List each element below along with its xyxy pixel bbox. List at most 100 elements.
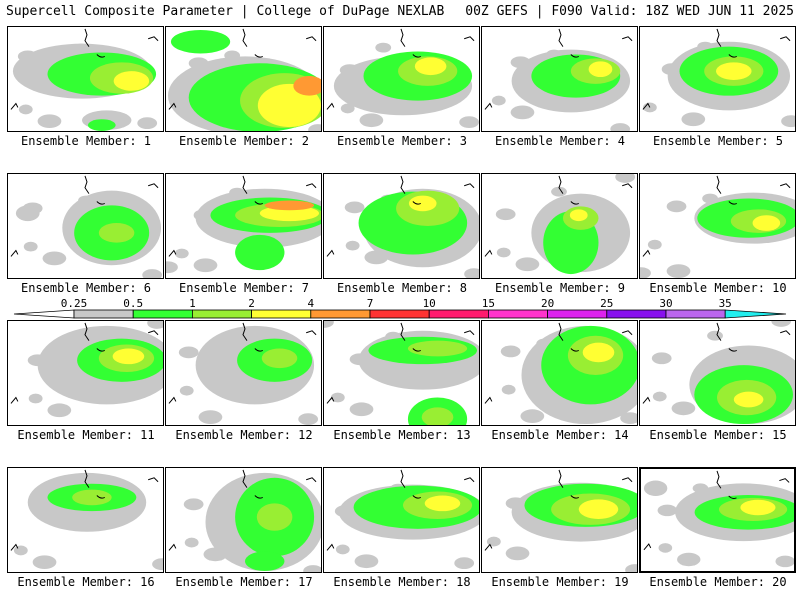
ensemble-panel-13[interactable] <box>323 320 480 426</box>
colorbar-tick-label: 1 <box>189 297 196 310</box>
scp-contour-fill <box>23 241 38 252</box>
map-boundary-line <box>622 477 633 483</box>
scp-field-map <box>168 322 319 425</box>
map-boundary-line <box>716 175 722 194</box>
map-boundary-line <box>306 477 317 483</box>
ensemble-panel-17[interactable] <box>165 467 322 573</box>
map-boundary-line <box>10 249 19 257</box>
colorbar-tick-label: 20 <box>540 297 555 310</box>
ensemble-panel-7[interactable] <box>165 173 322 279</box>
ensemble-panel-3[interactable] <box>323 26 480 132</box>
colorbar-over-arrow <box>724 309 787 319</box>
colorbar-under-arrow <box>13 309 75 319</box>
map-boundary-line <box>484 249 493 257</box>
ensemble-panel-20[interactable] <box>639 467 796 573</box>
map-boundary-line <box>570 495 579 499</box>
scp-contour-fill <box>551 186 567 197</box>
scp-field-map <box>326 469 479 570</box>
scp-contour-fill <box>733 391 764 408</box>
scp-contour-fill <box>500 345 521 358</box>
ensemble-member-label: Ensemble Member: 8 <box>336 281 468 295</box>
ensemble-member-label: Ensemble Member: 15 <box>649 428 787 442</box>
scp-contour-fill <box>771 321 792 327</box>
map-boundary-line <box>642 396 651 404</box>
ensemble-member-label: Ensemble Member: 3 <box>336 134 468 148</box>
product-title: Supercell Composite Parameter | College … <box>6 4 445 19</box>
map-boundary-line <box>242 469 248 488</box>
colorbar-tick-label: 35 <box>718 297 732 310</box>
scp-contour-fill <box>184 537 199 548</box>
scp-contour-fill <box>643 480 668 496</box>
map-boundary-line <box>716 470 722 489</box>
scp-contour-fill <box>98 223 135 243</box>
map-boundary-line <box>484 102 493 110</box>
scp-field-map <box>640 175 795 278</box>
map-boundary-line <box>622 36 633 42</box>
scp-contour-fill <box>183 498 204 511</box>
map-boundary-line <box>779 478 790 483</box>
scp-contour-fill <box>652 391 667 402</box>
map-boundary-line <box>242 28 248 47</box>
scp-field-map <box>10 28 159 131</box>
colorbar-tick-label: 0.25 <box>60 297 88 310</box>
scp-field-map <box>643 470 794 568</box>
scp-contour-fill <box>349 402 374 417</box>
color-scale-bar <box>13 309 787 319</box>
scp-contour-fill <box>235 234 285 271</box>
map-boundary-line <box>558 322 564 341</box>
scp-contour-fill <box>716 62 752 80</box>
ensemble-panel-11[interactable] <box>7 320 164 426</box>
map-boundary-line <box>622 183 633 189</box>
ensemble-panel-15[interactable] <box>639 320 796 426</box>
ensemble-panel-14[interactable] <box>481 320 638 426</box>
ensemble-panel-16[interactable] <box>7 467 164 573</box>
map-boundary-line <box>254 348 263 352</box>
map-boundary-line <box>96 348 105 352</box>
ensemble-member-label: Ensemble Member: 6 <box>20 281 152 295</box>
map-boundary-line <box>558 175 564 194</box>
scp-contour-fill <box>113 71 150 91</box>
colorbar-tick-label: 7 <box>366 297 374 310</box>
map-boundary-line <box>96 54 105 58</box>
ensemble-panel-19[interactable] <box>481 467 638 573</box>
scp-field-map <box>484 322 637 425</box>
ensemble-panel-1[interactable] <box>7 26 164 132</box>
scp-field-map <box>484 174 636 275</box>
colorbar-swatch <box>369 309 430 319</box>
scp-contour-fill <box>344 201 365 214</box>
map-boundary-line <box>558 469 564 488</box>
map-boundary-line <box>570 348 579 352</box>
map-boundary-line <box>484 543 493 551</box>
map-boundary-line <box>642 249 651 257</box>
ensemble-panel-5[interactable] <box>639 26 796 132</box>
scp-contour-fill <box>152 558 163 571</box>
colorbar-swatch <box>606 309 667 319</box>
map-boundary-line <box>412 495 421 499</box>
scp-contour-fill <box>179 385 194 396</box>
scp-contour-fill <box>588 61 613 78</box>
ensemble-member-label: Ensemble Member: 16 <box>17 575 155 589</box>
ensemble-panel-8[interactable] <box>323 173 480 279</box>
map-boundary-line <box>570 201 579 205</box>
scp-contour-fill <box>582 342 615 363</box>
scp-contour-fill <box>264 200 315 211</box>
ensemble-panel-10[interactable] <box>639 173 796 279</box>
map-boundary-line <box>464 330 475 336</box>
map-boundary-line <box>412 348 421 352</box>
ensemble-panel-4[interactable] <box>481 26 638 132</box>
map-boundary-line <box>148 477 159 483</box>
scp-contour-fill <box>193 258 218 273</box>
scp-contour-fill <box>112 348 145 365</box>
map-boundary-line <box>728 495 737 499</box>
scp-contour-fill <box>298 413 319 425</box>
ensemble-panel-18[interactable] <box>323 467 480 573</box>
ensemble-panel-9[interactable] <box>481 173 638 279</box>
ensemble-member-label: Ensemble Member: 13 <box>333 428 471 442</box>
scp-contour-fill <box>72 489 112 506</box>
ensemble-panel-12[interactable] <box>165 320 322 426</box>
ensemble-member-label: Ensemble Member: 7 <box>178 281 310 295</box>
ensemble-panel-6[interactable] <box>7 173 164 279</box>
scp-contour-fill <box>261 348 298 369</box>
ensemble-panel-2[interactable] <box>165 26 322 132</box>
map-boundary-line <box>306 183 317 189</box>
